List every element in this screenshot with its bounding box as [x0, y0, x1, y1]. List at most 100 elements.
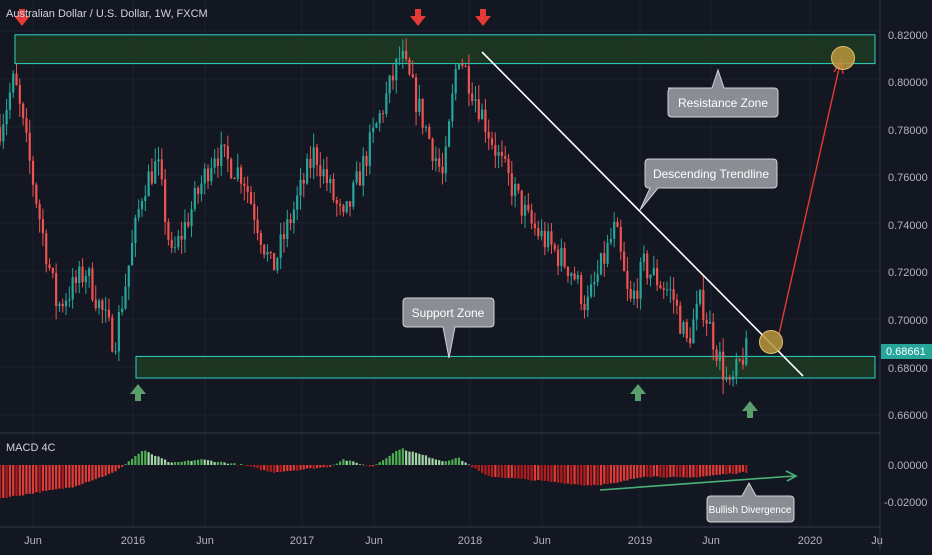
- candle-body: [656, 268, 659, 286]
- candle-body: [41, 219, 45, 234]
- macd-bar: [372, 465, 375, 467]
- macd-bar: [669, 465, 672, 477]
- macd-bar: [292, 465, 295, 471]
- macd-bar: [12, 465, 15, 496]
- candle-body: [104, 309, 107, 311]
- chart-title: Australian Dollar / U.S. Dollar, 1W, FXC…: [6, 8, 208, 20]
- candle-body: [160, 159, 163, 180]
- candle-body: [556, 249, 560, 266]
- candle-body: [78, 266, 81, 283]
- macd-bar: [622, 465, 626, 481]
- price-tick-label: 0.78000: [888, 125, 928, 137]
- macd-bar: [305, 465, 309, 469]
- candle-body: [362, 155, 365, 186]
- macd-bar: [401, 448, 404, 465]
- macd-bar: [586, 465, 589, 486]
- candle-body: [457, 63, 461, 69]
- candle-body: [286, 219, 289, 239]
- macd-bar: [527, 465, 530, 480]
- macd-bar: [689, 465, 692, 478]
- candle-body: [134, 217, 137, 244]
- candle-body: [220, 144, 223, 167]
- macd-bar: [434, 459, 437, 465]
- candle-body: [467, 66, 470, 94]
- macd-bar: [279, 465, 282, 473]
- macd-bar: [345, 460, 348, 465]
- zones-layer: [14, 34, 876, 379]
- candle-body: [121, 308, 124, 313]
- macd-bar: [71, 465, 74, 488]
- candle-body: [177, 235, 180, 248]
- candle-body: [441, 166, 444, 174]
- candle-body: [111, 317, 114, 352]
- candle-body: [735, 359, 738, 377]
- candle-body: [193, 188, 196, 210]
- candle-body: [632, 290, 636, 299]
- candle-body: [642, 253, 646, 262]
- macd-bar: [84, 465, 87, 483]
- macd-bar: [150, 454, 153, 465]
- candle-body: [523, 204, 527, 216]
- macd-bar: [276, 465, 279, 472]
- candle-body: [266, 252, 269, 255]
- macd-bar: [206, 460, 210, 465]
- candle-body: [662, 288, 665, 290]
- candle-body: [675, 299, 679, 306]
- macd-bar: [471, 465, 474, 468]
- macd-bar: [18, 465, 21, 496]
- candle-body: [679, 305, 682, 334]
- macd-bar: [438, 460, 441, 465]
- green-arrow-up-icon: [742, 401, 758, 418]
- candle-body: [385, 93, 388, 114]
- candle-body: [74, 277, 78, 283]
- candle-body: [570, 273, 573, 277]
- candle-body: [157, 159, 160, 162]
- time-tick-label: 2016: [121, 535, 145, 547]
- candle-body: [8, 92, 12, 110]
- candle-body: [708, 321, 712, 324]
- candle-body: [507, 158, 510, 174]
- candle-body: [692, 319, 695, 344]
- candle-body: [533, 223, 537, 229]
- breakout-circle: [759, 330, 783, 354]
- candle-body: [560, 247, 563, 266]
- candle-body: [355, 171, 358, 183]
- macd-bar: [177, 461, 180, 465]
- macd-bar: [286, 465, 289, 472]
- macd-bar: [408, 451, 411, 465]
- candle-body: [249, 191, 253, 204]
- candle-body: [431, 138, 434, 161]
- macd-bar: [68, 465, 71, 488]
- candle-body: [329, 179, 332, 184]
- macd-bar: [173, 462, 177, 465]
- macd-bar: [517, 465, 520, 479]
- macd-bar: [31, 465, 35, 494]
- candle-body: [461, 63, 464, 66]
- macd-bar: [88, 465, 91, 482]
- macd-bar: [358, 464, 362, 465]
- macd-bar: [692, 465, 695, 478]
- macd-bar: [348, 460, 352, 465]
- macd-bar: [405, 450, 408, 465]
- resistance-zone-callout: Resistance Zone: [667, 68, 779, 118]
- macd-bar: [698, 465, 702, 477]
- candle-body: [292, 209, 295, 224]
- candle-body: [124, 286, 127, 309]
- macd-bar: [78, 465, 81, 486]
- macd-bar: [504, 465, 507, 479]
- resistance-zone: [14, 34, 876, 65]
- macd-bar: [114, 465, 117, 472]
- macd-bar: [213, 462, 216, 465]
- macd-bar: [375, 464, 378, 465]
- candle-body: [299, 179, 302, 196]
- macd-bar: [467, 464, 470, 466]
- candle-body: [45, 233, 48, 265]
- time-tick-label: 2019: [628, 535, 652, 547]
- macd-bar: [454, 458, 457, 465]
- candle-body: [335, 199, 338, 204]
- candle-body: [276, 258, 279, 271]
- macd-bar: [583, 465, 586, 486]
- time-tick-label: 2017: [290, 535, 314, 547]
- macd-bar: [580, 465, 583, 485]
- macd-bar: [576, 465, 579, 485]
